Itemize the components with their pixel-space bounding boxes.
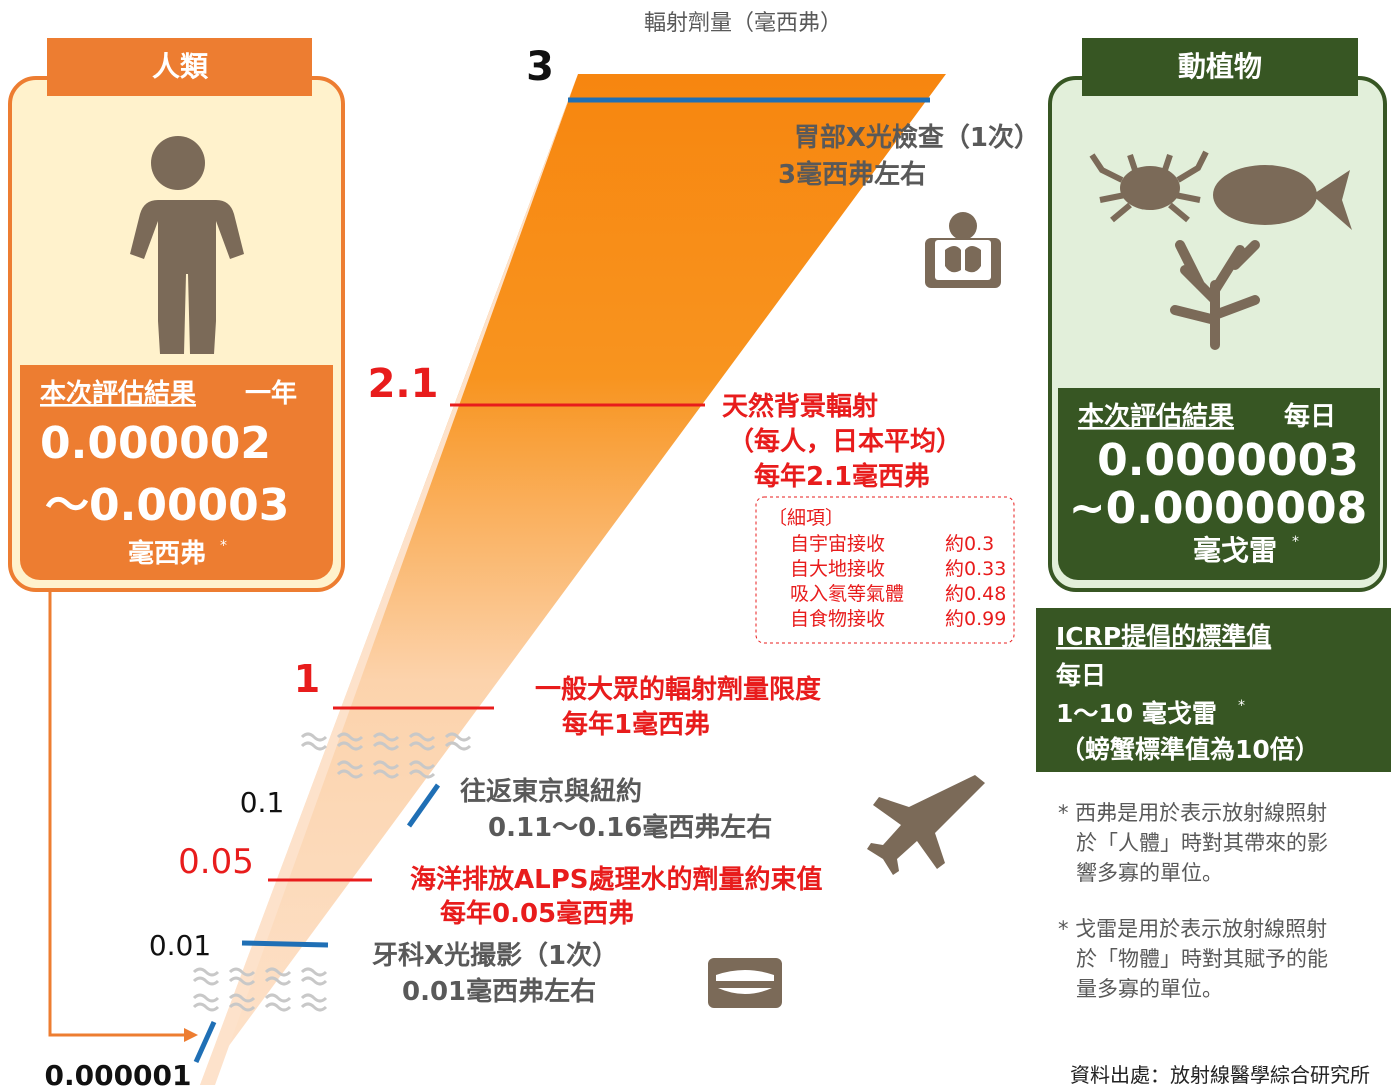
annotation: 每年1毫西弗	[562, 709, 710, 740]
level-label: 0.05	[178, 842, 254, 882]
human-value: ～0.00003	[45, 480, 289, 531]
note-line: 量多寡的單位。	[1076, 977, 1223, 1001]
level-line	[241, 940, 329, 948]
animal-value: ~0.0000008	[1069, 483, 1368, 534]
human-value: 0.000002	[40, 418, 271, 469]
level-label: 0.000001	[44, 1059, 191, 1088]
level-label: 3	[526, 44, 554, 90]
airplane-icon	[867, 775, 985, 875]
breakdown-value: 約0.48	[945, 583, 1006, 605]
human-result-label: 本次評估結果	[40, 378, 196, 409]
annotation: 牙科X光撮影（1次）	[372, 941, 618, 971]
annotation: 每年2.1毫西弗	[754, 461, 930, 492]
breakdown-item: 自食物接收	[790, 608, 885, 630]
level-line	[193, 1020, 217, 1064]
annotation: 天然背景輻射	[722, 391, 878, 422]
breakdown-title: 〔細項〕	[768, 507, 844, 529]
animal-unit: 毫戈雷	[1193, 534, 1277, 567]
annotation: 3毫西弗左右	[778, 159, 926, 190]
animal-value: 0.0000003	[1097, 435, 1359, 486]
xray-icon	[925, 212, 1001, 288]
note-line: 於「物體」時對其賦予的能	[1076, 947, 1328, 971]
animal-header	[1082, 38, 1358, 96]
breakdown-value: 約0.99	[945, 608, 1006, 630]
level-label: 1	[294, 657, 320, 701]
animal-result-area	[1058, 388, 1380, 580]
annotation: 0.11～0.16毫西弗左右	[488, 812, 772, 843]
breakdown-item: 吸入氡等氣體	[790, 583, 904, 605]
level-label: 0.01	[149, 929, 211, 962]
breakdown-box	[755, 496, 1015, 644]
arrow-head	[184, 1028, 198, 1042]
breakdown-item: 自大地接收	[790, 558, 885, 580]
breakdown-value: 約0.33	[945, 558, 1006, 580]
human-header	[47, 38, 312, 96]
human-result-area	[20, 365, 333, 580]
animal-header-text: 動植物	[1178, 50, 1262, 83]
level-label: 2.1	[368, 361, 439, 407]
annotation: 海洋排放ALPS處理水的劑量約束值	[410, 864, 822, 895]
level-label: 0.1	[240, 786, 285, 819]
human-period: 一年	[245, 378, 297, 409]
dose-wedge-edge	[200, 74, 578, 1085]
icrp-note: （螃蟹標準值為10倍）	[1060, 735, 1320, 764]
source: 資料出處：放射線醫學綜合研究所	[1070, 1063, 1370, 1087]
creatures-icon	[1089, 150, 1352, 350]
note-line: 響多寡的單位。	[1076, 861, 1223, 885]
teeth-icon	[708, 958, 782, 1008]
breakdown-value: 約0.3	[945, 533, 994, 555]
annotation: 0.01毫西弗左右	[402, 976, 596, 1007]
animal-result-label: 本次評估結果	[1078, 401, 1234, 432]
annotation: 每年0.05毫西弗	[440, 898, 634, 929]
human-unit: 毫西弗	[128, 538, 206, 569]
asterisk: *	[1238, 698, 1245, 714]
icrp-box	[1036, 608, 1391, 772]
asterisk: *	[1292, 534, 1299, 550]
axis-label: 輻射劑量（毫西弗）	[644, 11, 842, 36]
annotation: 往返東京與紐約	[460, 776, 642, 807]
animal-period: 每日	[1284, 401, 1336, 432]
breakdown-item: 自宇宙接收	[790, 533, 885, 555]
connector-arrow	[48, 590, 188, 1037]
note-line: * 戈雷是用於表示放射線照射	[1058, 917, 1327, 941]
icrp-period: 每日	[1056, 661, 1106, 690]
annotation: 一般大眾的輻射劑量限度	[535, 674, 821, 705]
asterisk: *	[220, 538, 227, 554]
person-icon	[130, 136, 244, 354]
level-line	[406, 783, 441, 828]
break-marks	[192, 732, 472, 1012]
icrp-title: ICRP提倡的標準值	[1056, 622, 1271, 651]
icrp-value: 1～10 毫戈雷	[1056, 699, 1217, 728]
note-line: * 西弗是用於表示放射線照射	[1058, 801, 1327, 825]
note-line: 於「人體」時對其帶來的影	[1076, 831, 1328, 855]
dose-wedge	[200, 74, 946, 1085]
annotation: 胃部X光檢查（1次）	[794, 122, 1040, 153]
human-header-text: 人類	[152, 50, 209, 83]
annotation: （每人，日本平均）	[728, 426, 962, 457]
